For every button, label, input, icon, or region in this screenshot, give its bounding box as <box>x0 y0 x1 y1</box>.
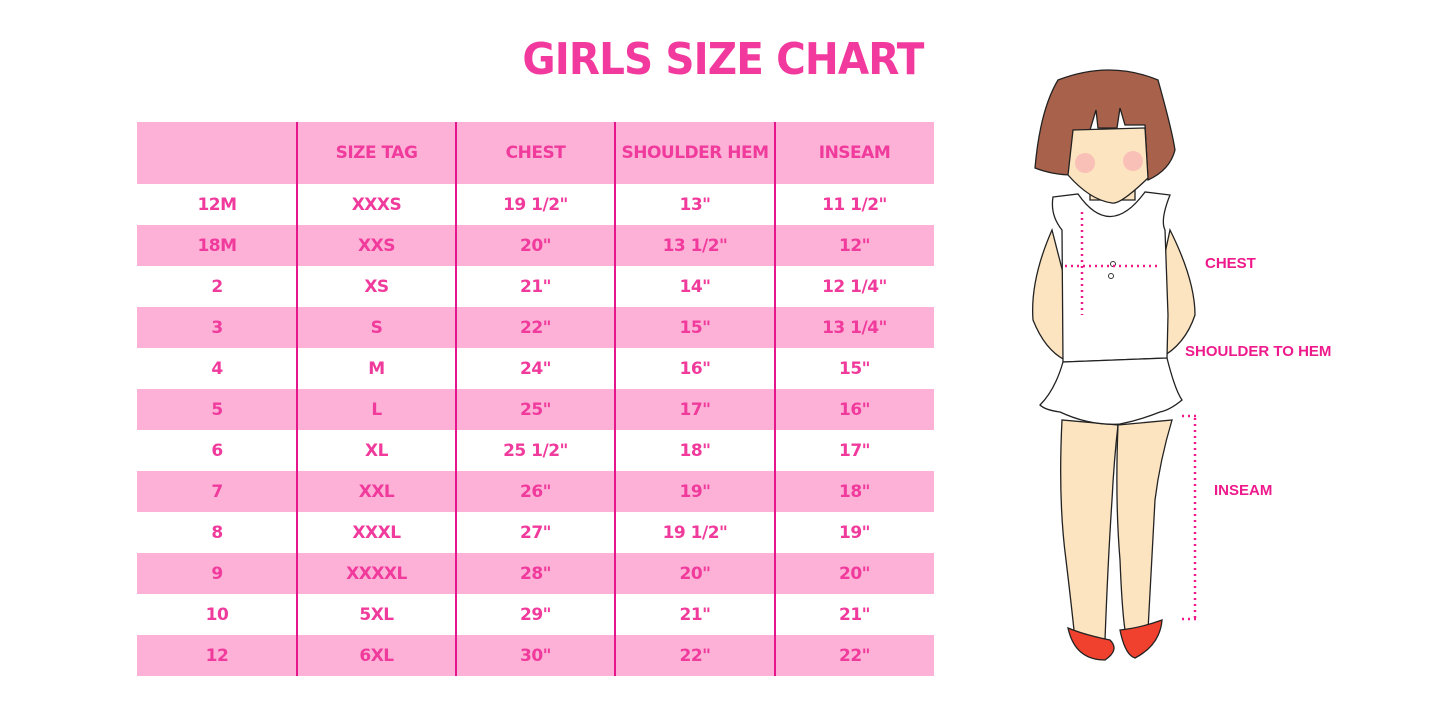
column-header: SIZE TAG <box>335 143 418 163</box>
table-cell: 16" <box>679 358 711 379</box>
table-cell: 11 1/2" <box>822 194 887 215</box>
table-row: 6 XL 25 1/2" 18" 17" <box>137 430 934 471</box>
table-cell: XXXL <box>352 522 401 543</box>
table-header-row: SIZE TAG CHEST SHOULDER HEM INSEAM <box>137 122 934 184</box>
table-cell: 17" <box>838 440 871 461</box>
table-cell: M <box>368 358 385 379</box>
table-cell: 15" <box>679 317 711 338</box>
table-cell: 10 <box>205 604 229 625</box>
table-cell: 19" <box>679 481 711 502</box>
table-cell: 21" <box>519 276 552 297</box>
table-cell: 28" <box>519 563 552 584</box>
table-cell: 12M <box>197 194 237 215</box>
table-cell: 20" <box>838 563 871 584</box>
table-cell: 24" <box>519 358 552 379</box>
table-cell: 22" <box>519 317 552 338</box>
column-divider <box>455 122 457 676</box>
table-cell: 13 1/4" <box>822 317 887 338</box>
table-cell: 9 <box>211 563 223 584</box>
table-cell: 6 <box>211 440 223 461</box>
table-cell: 18" <box>838 481 871 502</box>
table-cell: XXS <box>358 235 395 256</box>
column-header: INSEAM <box>818 143 891 163</box>
table-cell: 15" <box>838 358 871 379</box>
table-row: 8 XXXL 27" 19 1/2" 19" <box>137 512 934 553</box>
table-cell: 5XL <box>359 604 394 625</box>
table-cell: 26" <box>519 481 552 502</box>
table-cell: 20" <box>519 235 552 256</box>
table-row: 12M XXXS 19 1/2" 13" 11 1/2" <box>137 184 934 225</box>
table-cell: 12 <box>205 645 229 666</box>
table-row: 7 XXL 26" 19" 18" <box>137 471 934 512</box>
table-row: 12 6XL 30" 22" 22" <box>137 635 934 676</box>
table-cell: 13" <box>679 194 711 215</box>
column-header: SHOULDER HEM <box>621 143 769 163</box>
column-header: CHEST <box>505 143 566 163</box>
table-cell: XXXXL <box>346 563 407 584</box>
table-cell: 8 <box>211 522 223 543</box>
table-cell: 27" <box>519 522 552 543</box>
table-cell: XL <box>365 440 388 461</box>
chest-label: CHEST <box>1205 255 1256 272</box>
shoulder-to-hem-label: SHOULDER TO HEM <box>1185 343 1332 360</box>
table-cell: 19" <box>838 522 871 543</box>
table-cell: 22" <box>838 645 871 666</box>
size-table: SIZE TAG CHEST SHOULDER HEM INSEAM 12M XXXS 1… <box>137 122 934 676</box>
table-cell: 4 <box>211 358 223 379</box>
table-cell: XS <box>364 276 389 297</box>
table-cell: 29" <box>519 604 552 625</box>
table-row: 5 L 25" 17" 16" <box>137 389 934 430</box>
table-cell: 7 <box>211 481 223 502</box>
table-cell: 25" <box>519 399 552 420</box>
table-cell: L <box>371 399 382 420</box>
table-cell: 3 <box>211 317 223 338</box>
table-cell: 19 1/2" <box>503 194 568 215</box>
table-row: 4 M 24" 16" 15" <box>137 348 934 389</box>
table-cell: 18" <box>679 440 711 461</box>
table-row: 9 XXXXL 28" 20" 20" <box>137 553 934 594</box>
table-cell: 5 <box>211 399 223 420</box>
table-cell: XXXS <box>351 194 402 215</box>
inseam-label: INSEAM <box>1214 482 1273 499</box>
table-cell: 12" <box>838 235 871 256</box>
table-cell: XXL <box>358 481 395 502</box>
table-cell: 22" <box>679 645 711 666</box>
table-cell: S <box>370 317 383 338</box>
table-cell: 19 1/2" <box>662 522 728 543</box>
table-cell: 18M <box>197 235 237 256</box>
column-divider <box>614 122 616 676</box>
table-cell: 21" <box>679 604 711 625</box>
table-cell: 12 1/4" <box>822 276 887 297</box>
table-row: 10 5XL 29" 21" 21" <box>137 594 934 635</box>
table-cell: 16" <box>838 399 871 420</box>
table-cell: 6XL <box>359 645 394 666</box>
table-row: 2 XS 21" 14" 12 1/4" <box>137 266 934 307</box>
table-cell: 25 1/2" <box>503 440 568 461</box>
table-row: 3 S 22" 15" 13 1/4" <box>137 307 934 348</box>
table-cell: 13 1/2" <box>662 235 728 256</box>
table-cell: 20" <box>679 563 711 584</box>
table-cell: 17" <box>679 399 711 420</box>
column-divider <box>774 122 776 676</box>
table-cell: 30" <box>519 645 552 666</box>
table-row: 18M XXS 20" 13 1/2" 12" <box>137 225 934 266</box>
table-cell: 21" <box>838 604 871 625</box>
table-cell: 2 <box>211 276 223 297</box>
table-cell: 14" <box>679 276 711 297</box>
column-divider <box>296 122 298 676</box>
page-title: GIRLS SIZE CHART <box>522 34 924 85</box>
